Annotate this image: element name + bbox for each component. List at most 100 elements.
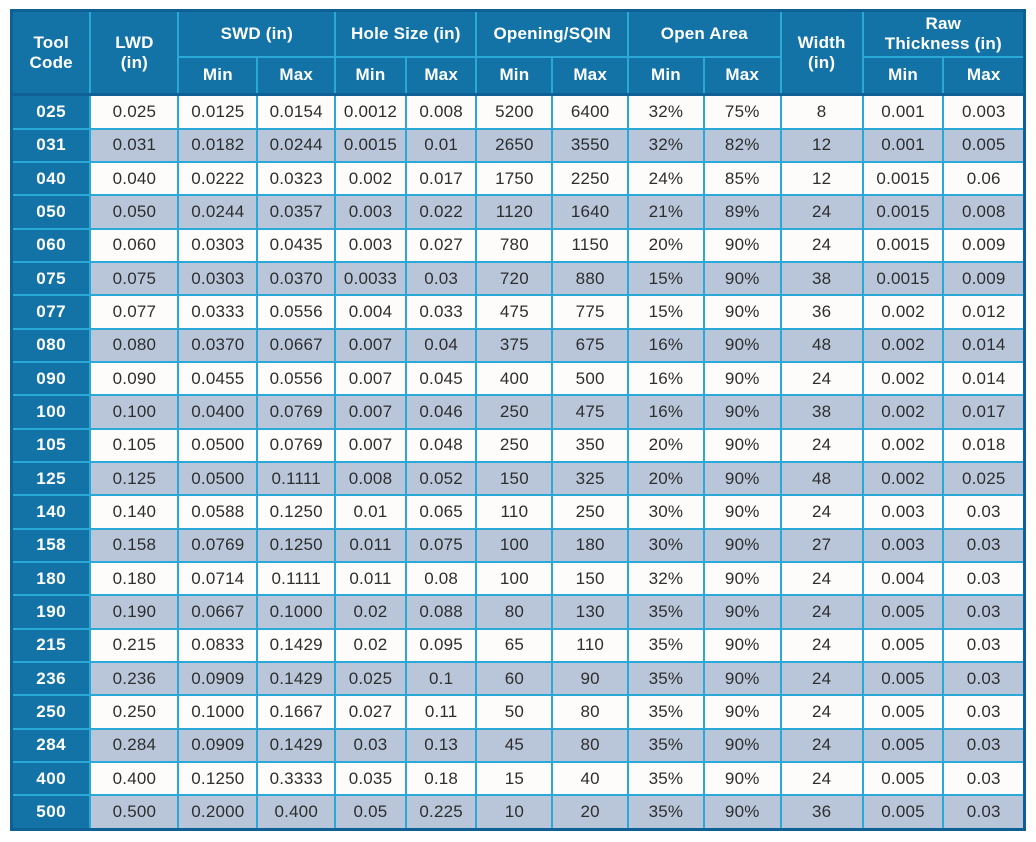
cell-opening_sqin_min: 100 (475, 527, 554, 564)
cell-swd_max: 0.0769 (256, 427, 337, 463)
cell-open_area_max: 89% (702, 194, 782, 230)
cell-swd_min: 0.0909 (177, 661, 259, 697)
table-row: 050 0.050 0.0244 0.0357 0.003 0.022 1120 1640 21… (10, 194, 1026, 230)
cell-opening_sqin_min: 1750 (475, 160, 554, 197)
cell-open_area_min: 16% (627, 327, 705, 363)
cell-swd_max: 0.1250 (256, 527, 337, 564)
tool-code-cell: 031 (10, 127, 92, 163)
header-open-area: Open Area (627, 9, 782, 58)
cell-width_in: 36 (779, 794, 864, 831)
cell-raw_thickness_min: 0.0015 (861, 160, 945, 197)
cell-hole_size_min: 0.004 (334, 294, 407, 330)
cell-open_area_min: 35% (627, 594, 705, 630)
cell-swd_max: 0.1429 (256, 661, 337, 697)
header-opening-max: Max (551, 55, 630, 96)
cell-open_area_min: 32% (627, 93, 705, 130)
tool-code-cell: 075 (10, 260, 92, 297)
header-opening-sqin: Opening/SQIN (475, 9, 630, 58)
cell-lwd_in: 0.040 (89, 160, 180, 197)
cell-open_area_max: 75% (702, 93, 782, 130)
cell-hole_size_min: 0.0033 (334, 260, 407, 297)
cell-raw_thickness_max: 0.03 (942, 694, 1026, 730)
cell-lwd_in: 0.158 (89, 527, 180, 564)
header-open-area-min: Min (627, 55, 705, 96)
cell-raw_thickness_min: 0.002 (861, 427, 945, 463)
cell-swd_max: 0.0667 (256, 327, 337, 363)
cell-open_area_max: 90% (702, 694, 782, 730)
table-row: 075 0.075 0.0303 0.0370 0.0033 0.03 720 880 15% 9… (10, 260, 1026, 297)
tool-code-cell: 100 (10, 394, 92, 430)
cell-opening_sqin_max: 2250 (551, 160, 630, 197)
cell-opening_sqin_min: 50 (475, 694, 554, 730)
cell-width_in: 8 (779, 93, 864, 130)
cell-opening_sqin_min: 5200 (475, 93, 554, 130)
cell-hole_size_max: 0.01 (404, 127, 478, 163)
cell-opening_sqin_max: 500 (551, 360, 630, 397)
cell-open_area_max: 90% (702, 327, 782, 363)
cell-open_area_min: 24% (627, 160, 705, 197)
cell-width_in: 24 (779, 494, 864, 530)
cell-lwd_in: 0.180 (89, 560, 180, 597)
cell-swd_min: 0.1250 (177, 761, 259, 797)
cell-open_area_max: 90% (702, 394, 782, 430)
cell-swd_min: 0.0400 (177, 394, 259, 430)
cell-width_in: 24 (779, 194, 864, 230)
cell-swd_min: 0.0455 (177, 360, 259, 397)
cell-raw_thickness_min: 0.005 (861, 694, 945, 730)
cell-open_area_min: 20% (627, 460, 705, 497)
table-row: 284 0.284 0.0909 0.1429 0.03 0.13 45 80 35% 90% 24… (10, 727, 1026, 764)
cell-hole_size_min: 0.008 (334, 460, 407, 497)
cell-hole_size_max: 0.017 (404, 160, 478, 197)
cell-opening_sqin_min: 110 (475, 494, 554, 530)
cell-raw_thickness_min: 0.005 (861, 627, 945, 664)
table-row: 236 0.236 0.0909 0.1429 0.025 0.1 60 90 35% 90% 24… (10, 661, 1026, 697)
cell-swd_max: 0.0769 (256, 394, 337, 430)
cell-raw_thickness_max: 0.03 (942, 794, 1026, 831)
cell-hole_size_min: 0.007 (334, 327, 407, 363)
cell-lwd_in: 0.025 (89, 93, 180, 130)
cell-lwd_in: 0.105 (89, 427, 180, 463)
cell-opening_sqin_max: 3550 (551, 127, 630, 163)
table-row: 140 0.140 0.0588 0.1250 0.01 0.065 110 250 30% 90… (10, 494, 1026, 530)
cell-raw_thickness_max: 0.009 (942, 260, 1026, 297)
cell-open_area_min: 32% (627, 127, 705, 163)
cell-raw_thickness_max: 0.008 (942, 194, 1026, 230)
cell-swd_max: 0.1429 (256, 627, 337, 664)
cell-open_area_max: 90% (702, 494, 782, 530)
cell-opening_sqin_min: 150 (475, 460, 554, 497)
cell-hole_size_min: 0.003 (334, 194, 407, 230)
cell-open_area_max: 90% (702, 627, 782, 664)
cell-swd_max: 0.1111 (256, 560, 337, 597)
cell-raw_thickness_min: 0.002 (861, 294, 945, 330)
cell-width_in: 24 (779, 627, 864, 664)
table-row: 077 0.077 0.0333 0.0556 0.004 0.033 475 775 15% 9… (10, 294, 1026, 330)
tool-code-cell: 215 (10, 627, 92, 664)
cell-open_area_max: 90% (702, 227, 782, 263)
tool-code-cell: 090 (10, 360, 92, 397)
cell-swd_max: 0.400 (256, 794, 337, 831)
tool-code-cell: 080 (10, 327, 92, 363)
cell-open_area_max: 85% (702, 160, 782, 197)
cell-raw_thickness_max: 0.03 (942, 727, 1026, 764)
cell-swd_min: 0.1000 (177, 694, 259, 730)
cell-opening_sqin_min: 720 (475, 260, 554, 297)
cell-width_in: 24 (779, 661, 864, 697)
tool-code-cell: 060 (10, 227, 92, 263)
cell-width_in: 12 (779, 160, 864, 197)
cell-lwd_in: 0.100 (89, 394, 180, 430)
cell-open_area_max: 90% (702, 594, 782, 630)
cell-opening_sqin_max: 110 (551, 627, 630, 664)
cell-hole_size_min: 0.007 (334, 360, 407, 397)
cell-lwd_in: 0.031 (89, 127, 180, 163)
cell-hole_size_min: 0.011 (334, 527, 407, 564)
table-row: 040 0.040 0.0222 0.0323 0.002 0.017 1750 2250 24… (10, 160, 1026, 197)
cell-opening_sqin_max: 90 (551, 661, 630, 697)
cell-open_area_max: 90% (702, 794, 782, 831)
cell-opening_sqin_max: 6400 (551, 93, 630, 130)
tool-code-cell: 180 (10, 560, 92, 597)
cell-opening_sqin_max: 1640 (551, 194, 630, 230)
cell-raw_thickness_max: 0.018 (942, 427, 1026, 463)
table-row: 400 0.400 0.1250 0.3333 0.035 0.18 15 40 35% 90% 2… (10, 761, 1026, 797)
cell-hole_size_max: 0.065 (404, 494, 478, 530)
